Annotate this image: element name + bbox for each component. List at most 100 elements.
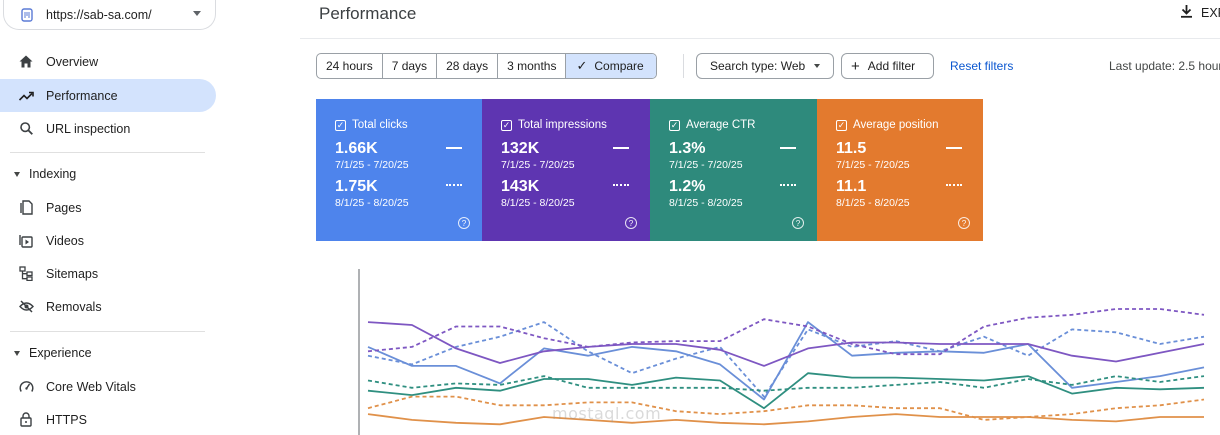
video-icon <box>18 233 34 249</box>
help-icon[interactable]: ? <box>625 217 637 229</box>
metric-compare-value: 1.2% <box>669 178 706 195</box>
date-range-24-hours[interactable]: 24 hours <box>317 54 383 78</box>
header-divider <box>300 38 1220 39</box>
metric-current-value: 1.66K <box>335 140 378 157</box>
chevron-down-icon <box>814 64 821 68</box>
sitemap-icon <box>18 266 34 282</box>
sidebar-item-videos[interactable]: Videos <box>0 224 216 257</box>
reset-filters-link[interactable]: Reset filters <box>950 59 1014 73</box>
help-icon[interactable]: ? <box>458 217 470 229</box>
dashed-line-legend-icon <box>946 184 962 186</box>
date-range-7-days[interactable]: 7 days <box>383 54 438 78</box>
solid-line-legend-icon <box>780 147 796 149</box>
metric-compare-range: 8/1/25 - 8/20/25 <box>335 197 409 209</box>
sidebar: https://sab-sa.com/ Overview Performance… <box>0 0 222 435</box>
section-experience[interactable]: Experience <box>0 339 216 367</box>
export-button[interactable]: EXPORT <box>1180 4 1220 21</box>
metric-title: Average position <box>853 119 939 131</box>
metric-compare-range: 8/1/25 - 8/20/25 <box>501 197 575 209</box>
visibility-off-icon <box>18 299 34 315</box>
add-filter-button[interactable]: + Add filter <box>841 53 934 79</box>
checkbox-checked-icon[interactable]: ✓ <box>335 119 346 131</box>
help-icon[interactable]: ? <box>792 217 804 229</box>
metric-compare-range: 8/1/25 - 8/20/25 <box>669 197 743 209</box>
trending-up-icon <box>18 88 34 104</box>
metric-card-header: ✓ Average CTR <box>669 119 755 131</box>
sidebar-item-sitemaps[interactable]: Sitemaps <box>0 257 216 290</box>
sidebar-item-label: Removals <box>46 299 102 314</box>
check-icon: ✓ <box>576 58 588 73</box>
help-icon[interactable]: ? <box>958 217 970 229</box>
dashed-line-legend-icon <box>446 184 462 186</box>
metric-current-range: 7/1/25 - 7/20/25 <box>335 159 409 171</box>
series-line-total-impressions-current <box>367 321 1205 367</box>
dashed-line-legend-icon <box>780 184 796 186</box>
date-range-selector: 24 hours 7 days 28 days 3 months ✓ Compa… <box>316 53 657 79</box>
section-indexing[interactable]: Indexing <box>0 160 216 188</box>
sidebar-item-label: HTTPS <box>46 412 87 427</box>
metric-card-header: ✓ Total impressions <box>501 119 607 131</box>
compare-label: Compare <box>594 59 644 73</box>
sidebar-item-label: URL inspection <box>46 121 131 136</box>
sidebar-item-overview[interactable]: Overview <box>0 45 216 78</box>
solid-line-legend-icon <box>946 147 962 149</box>
sidebar-item-url-inspection[interactable]: URL inspection <box>0 112 216 145</box>
chevron-down-icon <box>193 11 201 16</box>
metric-current-value: 11.5 <box>836 140 867 157</box>
search-icon <box>18 121 34 137</box>
metric-compare-value: 143K <box>501 178 540 195</box>
date-range-28-days[interactable]: 28 days <box>437 54 499 78</box>
sidebar-item-https[interactable]: HTTPS <box>0 403 216 435</box>
series-line-total-clicks-compare <box>367 321 1205 398</box>
sidebar-item-label: Sitemaps <box>46 266 99 281</box>
series-line-average-ctr-current <box>367 372 1205 410</box>
watermark: mostaql.com <box>552 404 662 423</box>
metric-compare-value: 11.1 <box>836 178 867 195</box>
metric-card-average-ctr[interactable]: ✓ Average CTR 1.3% 7/1/25 - 7/20/25 1.2%… <box>650 99 817 241</box>
sidebar-item-label: Pages <box>46 200 82 215</box>
chevron-down-icon <box>14 350 20 356</box>
plus-icon: + <box>851 57 860 75</box>
checkbox-checked-icon[interactable]: ✓ <box>669 119 680 131</box>
metric-title: Total impressions <box>518 119 607 131</box>
divider <box>10 331 205 332</box>
pages-icon <box>18 200 34 216</box>
metric-title: Total clicks <box>352 119 408 131</box>
checkbox-checked-icon[interactable]: ✓ <box>501 119 512 131</box>
metric-card-total-clicks[interactable]: ✓ Total clicks 1.66K 7/1/25 - 7/20/25 1.… <box>316 99 482 241</box>
metric-current-value: 132K <box>501 140 540 157</box>
series-line-total-clicks-current <box>367 321 1205 401</box>
performance-chart[interactable] <box>316 241 1220 435</box>
search-type-label: Search type: Web <box>710 59 806 73</box>
metric-compare-range: 8/1/25 - 8/20/25 <box>836 197 910 209</box>
sidebar-item-core-web-vitals[interactable]: Core Web Vitals <box>0 370 216 403</box>
solid-line-legend-icon <box>446 147 462 149</box>
search-type-dropdown[interactable]: Search type: Web <box>696 53 834 79</box>
metric-compare-value: 1.75K <box>335 178 378 195</box>
toolbar-divider <box>683 54 684 78</box>
metric-card-total-impressions[interactable]: ✓ Total impressions 132K 7/1/25 - 7/20/2… <box>482 99 650 241</box>
metric-current-range: 7/1/25 - 7/20/25 <box>669 159 743 171</box>
sidebar-item-removals[interactable]: Removals <box>0 290 216 323</box>
page-title: Performance <box>319 4 417 23</box>
property-selector[interactable]: https://sab-sa.com/ <box>3 0 216 30</box>
dashed-line-legend-icon <box>613 184 629 186</box>
lock-icon <box>18 412 34 428</box>
download-icon <box>1180 4 1193 21</box>
series-line-average-position-current <box>367 413 1204 426</box>
sidebar-item-label: Core Web Vitals <box>46 379 136 394</box>
checkbox-checked-icon[interactable]: ✓ <box>836 119 847 131</box>
metric-current-value: 1.3% <box>669 140 706 157</box>
sidebar-item-label: Videos <box>46 233 84 248</box>
series-line-average-position-compare <box>367 395 1205 421</box>
solid-line-legend-icon <box>613 147 629 149</box>
sidebar-item-pages[interactable]: Pages <box>0 191 216 224</box>
home-icon <box>18 54 34 70</box>
metric-card-average-position[interactable]: ✓ Average position 11.5 7/1/25 - 7/20/25… <box>817 99 983 241</box>
metric-title: Average CTR <box>686 119 756 131</box>
metric-card-header: ✓ Total clicks <box>335 119 408 131</box>
date-range-3-months[interactable]: 3 months <box>498 54 567 78</box>
sidebar-item-performance[interactable]: Performance <box>0 79 216 112</box>
section-label: Experience <box>29 346 92 360</box>
compare-button[interactable]: ✓ Compare <box>566 54 656 78</box>
